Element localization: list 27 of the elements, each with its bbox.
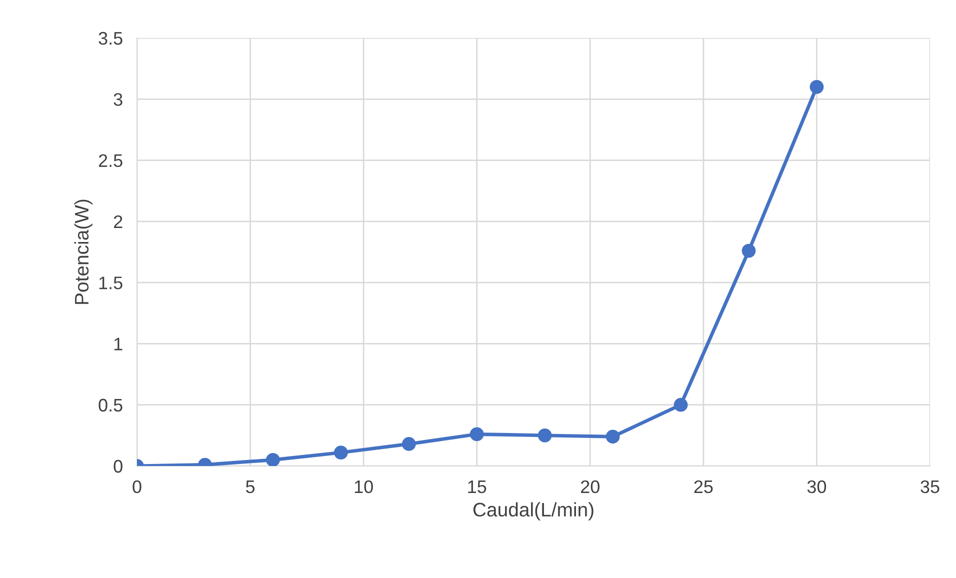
point — [674, 398, 688, 412]
point — [810, 80, 824, 94]
x-tick-label: 30 — [807, 480, 826, 494]
y-tick-label: 2 — [114, 215, 122, 228]
y-tick-label: 2.5 — [98, 154, 122, 168]
x-tick-label: 25 — [694, 480, 713, 494]
y-tick-label: 0.5 — [98, 398, 122, 412]
y-tick-label: 3 — [114, 93, 122, 106]
x-tick-label: 10 — [354, 480, 373, 494]
x-tick-label: 20 — [581, 480, 600, 494]
point — [266, 452, 280, 466]
point — [606, 430, 620, 444]
point — [334, 446, 348, 460]
x-tick-label: 0 — [132, 480, 142, 494]
y-tick-label: 1 — [114, 338, 122, 350]
x-tick-label: 35 — [920, 480, 940, 494]
y-axis-title: Potencia(W) — [74, 200, 92, 304]
x-tick-label: 5 — [246, 480, 255, 494]
y-tick-label: 0 — [114, 460, 122, 473]
point — [538, 428, 552, 442]
point — [470, 427, 484, 442]
point — [742, 244, 756, 258]
x-tick-label: 15 — [468, 480, 486, 494]
point — [402, 437, 416, 451]
y-tick-label: 3.5 — [98, 32, 122, 45]
y-tick-label: 1.5 — [99, 276, 122, 290]
x-axis-title: Caudal(L/min) — [473, 502, 594, 520]
